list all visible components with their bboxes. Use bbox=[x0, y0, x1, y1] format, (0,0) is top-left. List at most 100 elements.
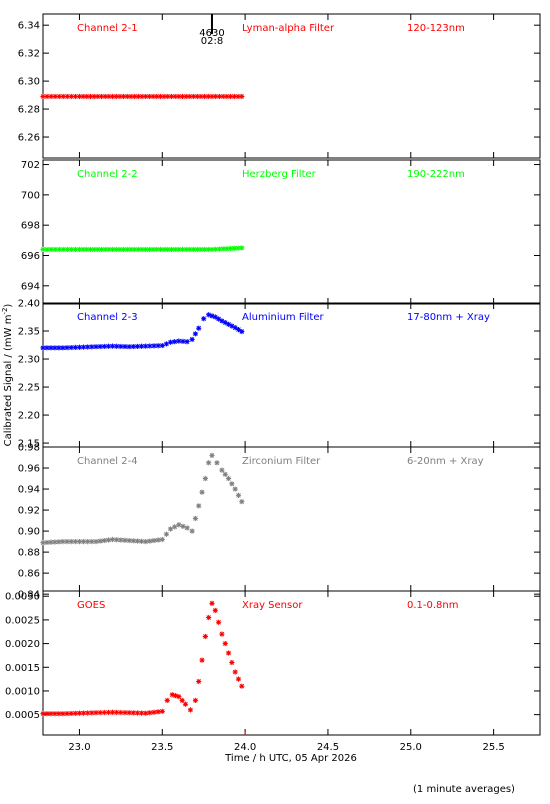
data-point bbox=[150, 93, 156, 100]
data-point bbox=[85, 538, 91, 545]
x-tick-label: 24.5 bbox=[317, 742, 339, 753]
data-point bbox=[229, 323, 235, 329]
data-point bbox=[44, 711, 50, 717]
y-tick-label: 2.40 bbox=[18, 299, 40, 310]
data-point bbox=[184, 525, 190, 531]
data-point bbox=[239, 328, 245, 335]
x-tick-label: 24.0 bbox=[234, 742, 256, 753]
data-point bbox=[52, 711, 58, 717]
data-point bbox=[161, 246, 167, 253]
data-point bbox=[150, 246, 156, 253]
data-point bbox=[159, 708, 165, 714]
data-point bbox=[235, 327, 242, 333]
y-tick-label: 0.0030 bbox=[5, 592, 40, 603]
data-point bbox=[143, 93, 149, 100]
panel-label-3: 120-123nm bbox=[407, 23, 465, 34]
data-point bbox=[113, 93, 119, 100]
data-point bbox=[151, 537, 157, 544]
data-point bbox=[118, 709, 124, 716]
data-point bbox=[232, 486, 238, 492]
data-point bbox=[114, 343, 120, 349]
x-tick-label: 25.5 bbox=[482, 742, 504, 753]
time-marker-label-top: 4630 bbox=[199, 28, 224, 39]
data-point bbox=[68, 538, 74, 545]
data-point bbox=[56, 246, 62, 253]
data-point bbox=[60, 345, 66, 351]
y-tick-label: 0.96 bbox=[18, 464, 40, 475]
data-point bbox=[213, 246, 219, 252]
data-point bbox=[138, 538, 145, 544]
data-point bbox=[224, 246, 230, 252]
x-axis-label: Time / h UTC, 05 Apr 2026 bbox=[224, 753, 357, 764]
data-point bbox=[68, 93, 74, 100]
data-point bbox=[40, 711, 46, 717]
data-point bbox=[146, 93, 152, 100]
data-point bbox=[40, 345, 46, 351]
data-point bbox=[155, 537, 161, 543]
data-point bbox=[206, 460, 212, 466]
panel-frame bbox=[42, 590, 541, 736]
x-tick-label: 23.0 bbox=[68, 742, 90, 753]
data-point bbox=[80, 93, 86, 100]
y-tick-label: 0.0015 bbox=[5, 663, 40, 674]
data-point bbox=[113, 246, 119, 253]
data-point bbox=[172, 246, 178, 253]
data-point bbox=[143, 343, 149, 349]
y-tick-label: 2.15 bbox=[18, 439, 40, 450]
data-point bbox=[109, 93, 116, 100]
data-point bbox=[139, 246, 145, 253]
data-point bbox=[165, 246, 171, 253]
panel-label-2: Herzberg Filter bbox=[242, 169, 317, 180]
panel-frame bbox=[42, 13, 541, 159]
data-point bbox=[216, 619, 222, 625]
time-marker-label-bottom: 02:8 bbox=[201, 36, 223, 47]
data-point bbox=[194, 246, 200, 253]
data-point bbox=[232, 669, 238, 675]
data-point bbox=[176, 694, 182, 700]
data-point bbox=[76, 93, 83, 100]
data-point bbox=[199, 657, 205, 663]
data-point bbox=[60, 246, 66, 253]
data-point bbox=[157, 246, 164, 253]
data-point bbox=[216, 316, 222, 322]
data-point bbox=[52, 345, 58, 351]
data-point bbox=[91, 246, 97, 253]
data-point bbox=[235, 245, 241, 251]
data-point bbox=[40, 93, 46, 100]
data-point bbox=[64, 710, 70, 717]
data-point bbox=[196, 325, 202, 331]
data-point bbox=[87, 93, 94, 100]
data-point bbox=[121, 93, 127, 100]
data-point bbox=[196, 503, 202, 509]
data-point bbox=[235, 492, 242, 498]
data-point bbox=[48, 539, 54, 545]
data-point bbox=[98, 246, 105, 253]
data-point bbox=[48, 93, 54, 100]
data-point bbox=[146, 246, 152, 253]
data-point bbox=[172, 339, 178, 345]
data-point bbox=[157, 93, 164, 100]
data-point bbox=[202, 633, 208, 640]
data-point bbox=[219, 631, 225, 637]
data-point bbox=[40, 540, 46, 546]
data-point bbox=[180, 338, 186, 344]
data-point bbox=[64, 345, 70, 351]
data-point bbox=[122, 710, 128, 716]
data-point bbox=[209, 452, 215, 459]
panels-layer: 6.26 6.28 6.30 6.32 6.34 Channel 2-1 Lyman-alp… bbox=[5, 13, 541, 753]
data-point bbox=[222, 471, 228, 477]
data-point bbox=[134, 710, 141, 716]
panel-frame bbox=[42, 302, 541, 448]
data-point bbox=[239, 245, 245, 251]
data-point bbox=[72, 344, 78, 351]
data-point bbox=[168, 246, 175, 253]
data-point bbox=[219, 467, 225, 473]
data-point bbox=[80, 246, 86, 253]
panel-label-3: 17-80nm + Xray bbox=[407, 312, 490, 323]
data-point bbox=[56, 711, 62, 717]
data-point bbox=[84, 246, 90, 253]
data-point bbox=[72, 246, 78, 253]
data-point bbox=[130, 343, 136, 350]
data-point bbox=[76, 710, 83, 716]
